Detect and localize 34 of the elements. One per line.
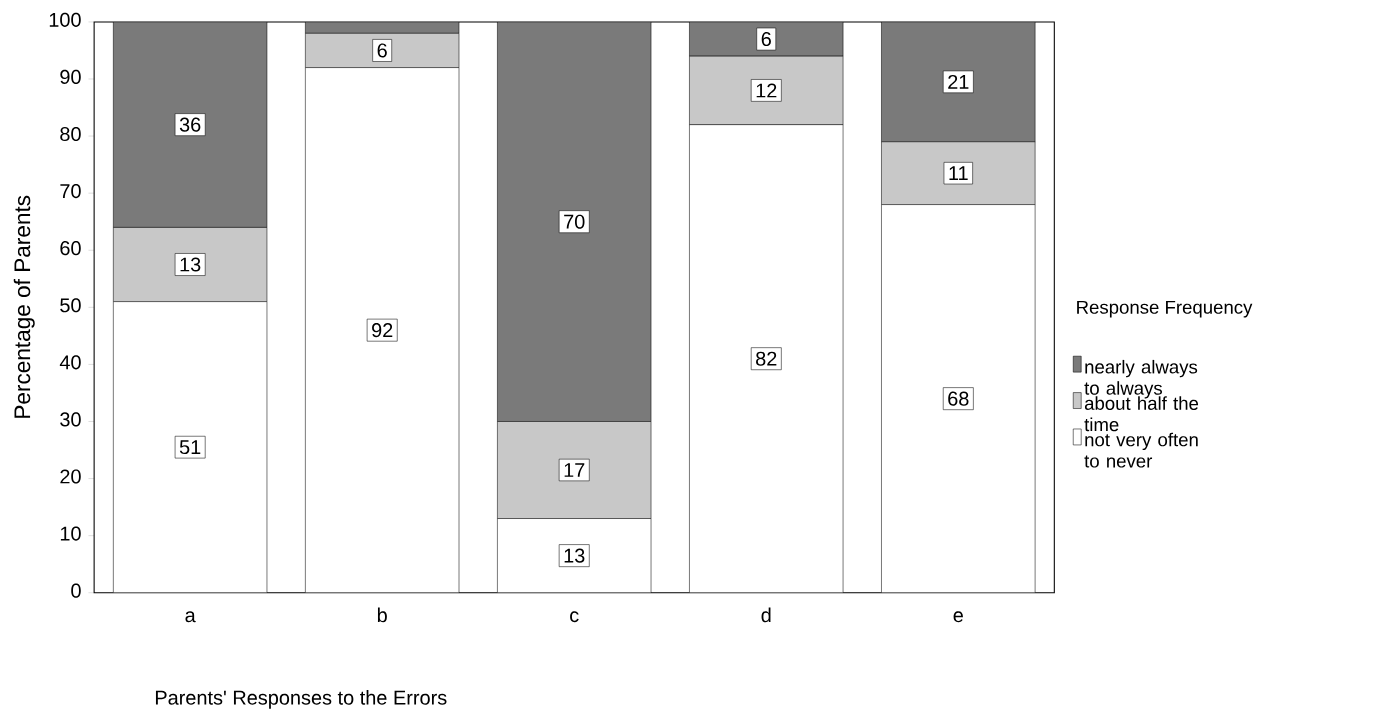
data-label: 70 — [564, 214, 585, 229]
data-label: 13 — [180, 257, 201, 272]
y-tick-label: 60 — [60, 241, 81, 256]
y-tick-label: 40 — [59, 355, 81, 370]
data-label: 12 — [756, 83, 777, 98]
x-tick-label: c — [570, 611, 579, 623]
y-axis-title: Percentage of Parents — [13, 195, 35, 418]
data-label: 92 — [372, 323, 393, 338]
data-label: 36 — [179, 117, 201, 132]
y-tick-label: 10 — [60, 526, 81, 541]
data-label: 17 — [564, 463, 585, 477]
x-tick-label: a — [185, 611, 196, 623]
y-tick-label: 20 — [60, 469, 81, 484]
data-label: 6 — [377, 43, 387, 58]
x-tick-label: e — [953, 611, 963, 623]
data-label: 82 — [756, 351, 777, 366]
legend-title: Response Frequency — [1077, 300, 1253, 318]
data-label: 13 — [564, 548, 585, 563]
y-tick-label: 0 — [71, 583, 81, 598]
data-label: 68 — [948, 391, 969, 406]
x-tick-label: d — [761, 607, 771, 623]
y-tick-label: 70 — [60, 184, 81, 199]
data-label: 21 — [948, 74, 969, 89]
legend-label: not very often to never — [1084, 432, 1198, 468]
y-tick-label: 90 — [60, 69, 81, 84]
y-tick-label: 30 — [60, 412, 81, 427]
x-tick-label: b — [377, 607, 387, 623]
y-tick-label: 100 — [49, 12, 81, 27]
x-axis-title: Parents' Responses to the Errors — [155, 690, 447, 709]
data-label: 51 — [179, 440, 201, 455]
data-label: 6 — [761, 32, 771, 47]
data-label: 11 — [949, 166, 968, 181]
y-tick-label: 80 — [60, 126, 81, 142]
y-tick-label: 50 — [60, 298, 81, 313]
